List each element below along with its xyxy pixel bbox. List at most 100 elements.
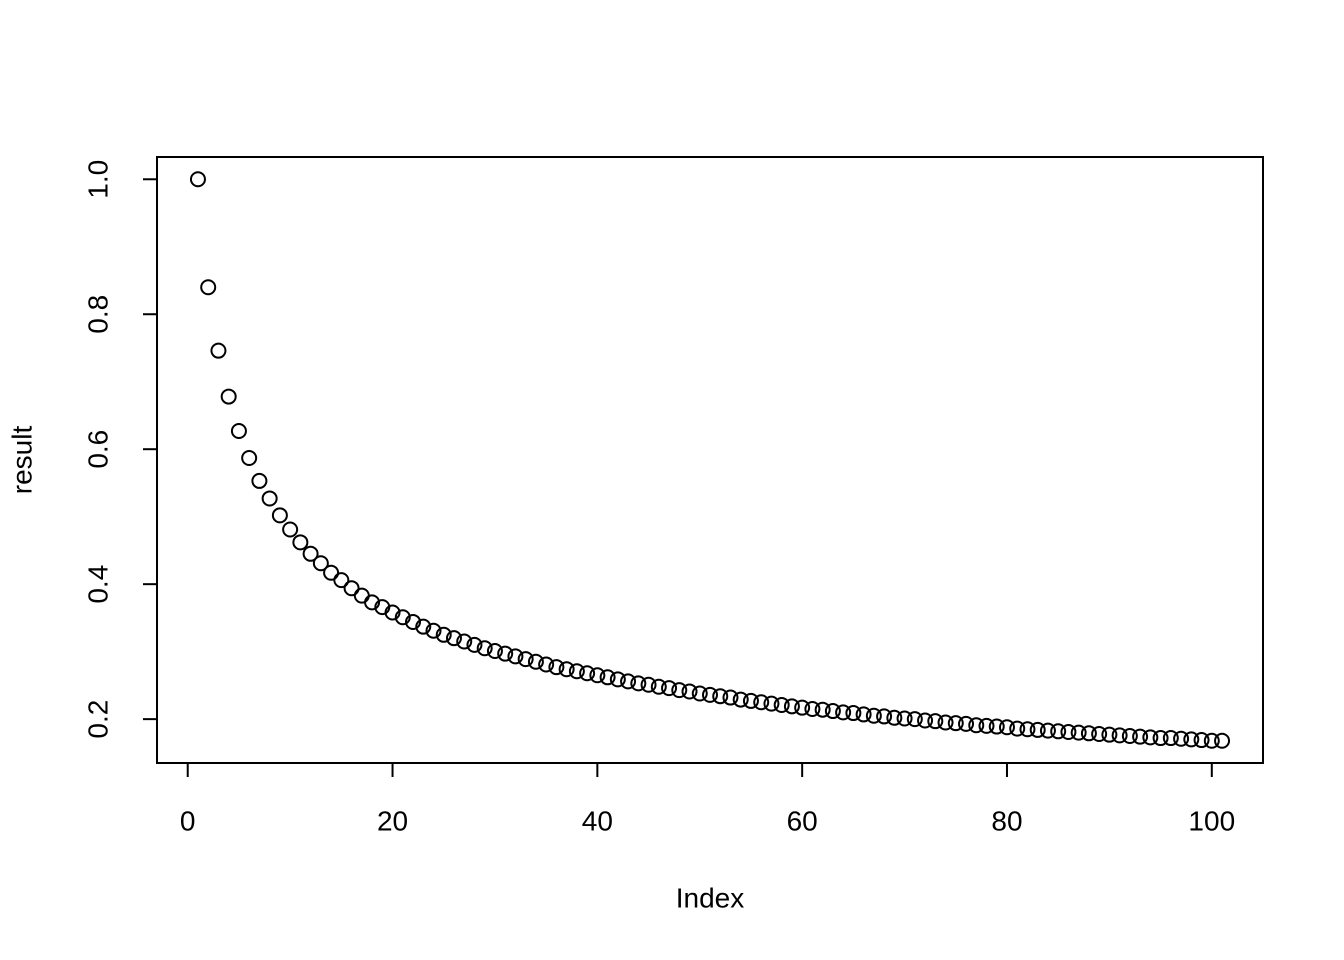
point bbox=[1193, 732, 1210, 749]
point bbox=[824, 703, 841, 720]
point bbox=[394, 609, 411, 626]
point bbox=[1173, 730, 1190, 747]
point bbox=[773, 696, 790, 713]
point bbox=[947, 715, 964, 732]
point bbox=[814, 701, 831, 718]
point bbox=[271, 507, 288, 524]
point bbox=[661, 680, 678, 697]
point bbox=[650, 678, 667, 695]
x-tick-label: 20 bbox=[377, 805, 408, 836]
x-tick-label: 60 bbox=[787, 805, 818, 836]
point bbox=[1039, 722, 1056, 739]
point bbox=[230, 422, 247, 439]
point bbox=[845, 705, 862, 722]
point bbox=[189, 171, 206, 188]
point bbox=[476, 640, 493, 657]
x-tick-label: 0 bbox=[180, 805, 196, 836]
point bbox=[312, 555, 329, 572]
point bbox=[1050, 723, 1067, 740]
point bbox=[835, 704, 852, 721]
y-tick-label: 0.4 bbox=[82, 565, 113, 604]
point bbox=[282, 521, 299, 538]
point bbox=[988, 718, 1005, 735]
point bbox=[507, 648, 524, 665]
point bbox=[364, 594, 381, 611]
point bbox=[927, 713, 944, 730]
point bbox=[876, 708, 893, 725]
point bbox=[1080, 725, 1097, 742]
point bbox=[804, 701, 821, 718]
point bbox=[1162, 730, 1179, 747]
point bbox=[609, 671, 626, 688]
point bbox=[896, 710, 913, 727]
point bbox=[1101, 726, 1118, 743]
point bbox=[732, 691, 749, 708]
y-axis-label: result bbox=[6, 426, 37, 495]
point bbox=[435, 626, 452, 643]
point bbox=[456, 633, 473, 650]
point bbox=[671, 682, 688, 699]
x-tick-label: 100 bbox=[1188, 805, 1235, 836]
point bbox=[517, 651, 534, 668]
point bbox=[333, 572, 350, 589]
point bbox=[292, 534, 309, 551]
point bbox=[1111, 727, 1128, 744]
point bbox=[1152, 730, 1169, 747]
point bbox=[1019, 721, 1036, 738]
point bbox=[425, 622, 442, 639]
point bbox=[568, 663, 585, 680]
point bbox=[691, 685, 708, 702]
point bbox=[1183, 731, 1200, 748]
point bbox=[630, 675, 647, 692]
point bbox=[384, 604, 401, 621]
point bbox=[681, 683, 698, 700]
y-tick-label: 1.0 bbox=[82, 160, 113, 199]
plot-frame bbox=[156, 156, 1264, 764]
point bbox=[906, 711, 923, 728]
point bbox=[353, 587, 370, 604]
point bbox=[589, 667, 606, 684]
point bbox=[261, 490, 278, 507]
point bbox=[486, 642, 503, 659]
point bbox=[579, 665, 596, 682]
point bbox=[538, 656, 555, 673]
point bbox=[1203, 732, 1220, 749]
point bbox=[865, 707, 882, 724]
point bbox=[302, 545, 319, 562]
point bbox=[1070, 724, 1087, 741]
point bbox=[763, 695, 780, 712]
point bbox=[753, 694, 770, 711]
point bbox=[445, 630, 462, 647]
x-axis-label: Index bbox=[676, 882, 745, 913]
point bbox=[855, 706, 872, 723]
point bbox=[998, 719, 1015, 736]
point bbox=[640, 676, 657, 693]
point bbox=[1142, 729, 1159, 746]
point bbox=[958, 715, 975, 732]
point bbox=[978, 717, 995, 734]
point bbox=[497, 645, 514, 662]
point bbox=[968, 717, 985, 734]
y-tick-label: 0.2 bbox=[82, 700, 113, 739]
point bbox=[1091, 725, 1108, 742]
point bbox=[405, 613, 422, 630]
point bbox=[343, 580, 360, 597]
point bbox=[1009, 720, 1026, 737]
point bbox=[712, 688, 729, 705]
point bbox=[1029, 721, 1046, 738]
x-tick-label: 40 bbox=[582, 805, 613, 836]
point bbox=[415, 618, 432, 635]
point bbox=[323, 564, 340, 581]
point bbox=[783, 698, 800, 715]
x-tick-label: 80 bbox=[991, 805, 1022, 836]
point bbox=[548, 659, 565, 676]
point bbox=[794, 699, 811, 716]
point bbox=[722, 689, 739, 706]
point bbox=[220, 388, 237, 405]
point bbox=[200, 279, 217, 296]
point bbox=[241, 449, 258, 466]
point bbox=[466, 636, 483, 653]
point bbox=[210, 342, 227, 359]
